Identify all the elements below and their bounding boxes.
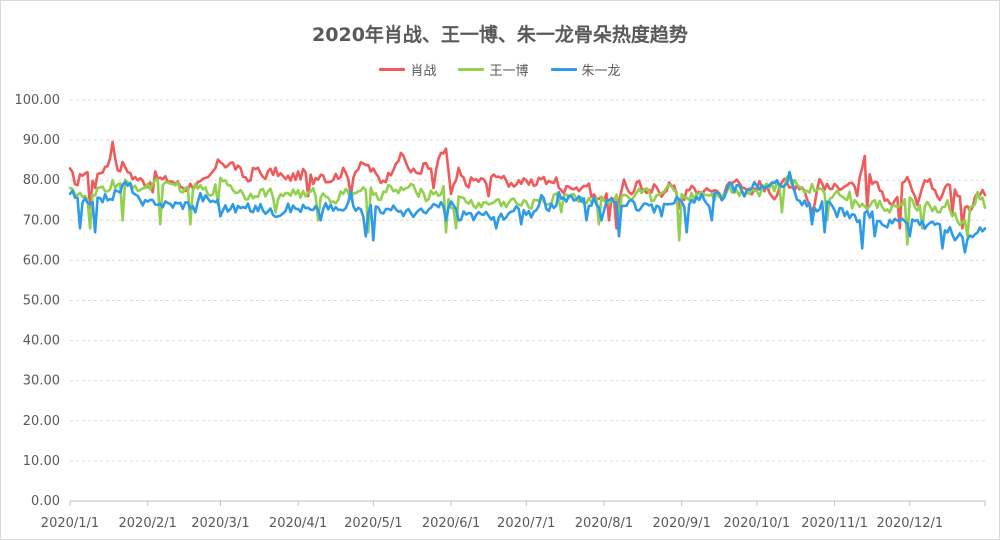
x-tick-label: 2020/6/1 [422, 516, 480, 531]
y-tick-label: 20.00 [23, 414, 60, 429]
x-tick-label: 2020/3/1 [191, 516, 249, 531]
x-tick-label: 2020/4/1 [269, 516, 327, 531]
x-tick-label: 2020/10/1 [724, 516, 791, 531]
x-tick-label: 2020/11/1 [801, 516, 868, 531]
legend: 肖战 王一博 朱一龙 [0, 60, 1000, 79]
x-tick-label: 2020/9/1 [652, 516, 710, 531]
y-tick-label: 100.00 [15, 93, 61, 108]
legend-item-wangyibo[interactable]: 王一博 [458, 60, 529, 79]
y-tick-label: 60.00 [23, 253, 60, 268]
series-line-2 [68, 170, 987, 254]
y-tick-label: 70.00 [23, 213, 60, 228]
legend-swatch-xiaozhan [379, 68, 406, 71]
legend-swatch-zhuyilong [550, 68, 577, 71]
legend-item-xiaozhan[interactable]: 肖战 [379, 60, 436, 79]
y-tick-label: 10.00 [23, 454, 60, 469]
y-tick-label: 40.00 [23, 334, 60, 349]
y-tick-label: 50.00 [23, 294, 60, 309]
x-tick-label: 2020/7/1 [497, 516, 555, 531]
y-tick-label: 90.00 [23, 133, 60, 148]
x-tick-label: 2020/1/1 [41, 516, 99, 531]
legend-label-xiaozhan: 肖战 [410, 64, 437, 79]
x-tick-label: 2020/8/1 [575, 516, 633, 531]
legend-label-wangyibo: 王一博 [489, 64, 529, 79]
y-tick-label: 30.00 [23, 374, 60, 389]
legend-item-zhuyilong[interactable]: 朱一龙 [550, 60, 621, 79]
legend-label-zhuyilong: 朱一龙 [581, 64, 621, 79]
series-line-1 [68, 175, 987, 246]
x-tick-label: 2020/12/1 [876, 516, 943, 531]
y-tick-label: 0.00 [31, 494, 60, 509]
series-line-0 [68, 140, 987, 230]
chart-title: 2020年肖战、王一博、朱一龙骨朵热度趋势 [312, 24, 688, 46]
legend-swatch-wangyibo [458, 68, 485, 71]
x-tick-label: 2020/2/1 [119, 516, 177, 531]
y-tick-label: 80.00 [23, 173, 60, 188]
x-tick-label: 2020/5/1 [344, 516, 402, 531]
